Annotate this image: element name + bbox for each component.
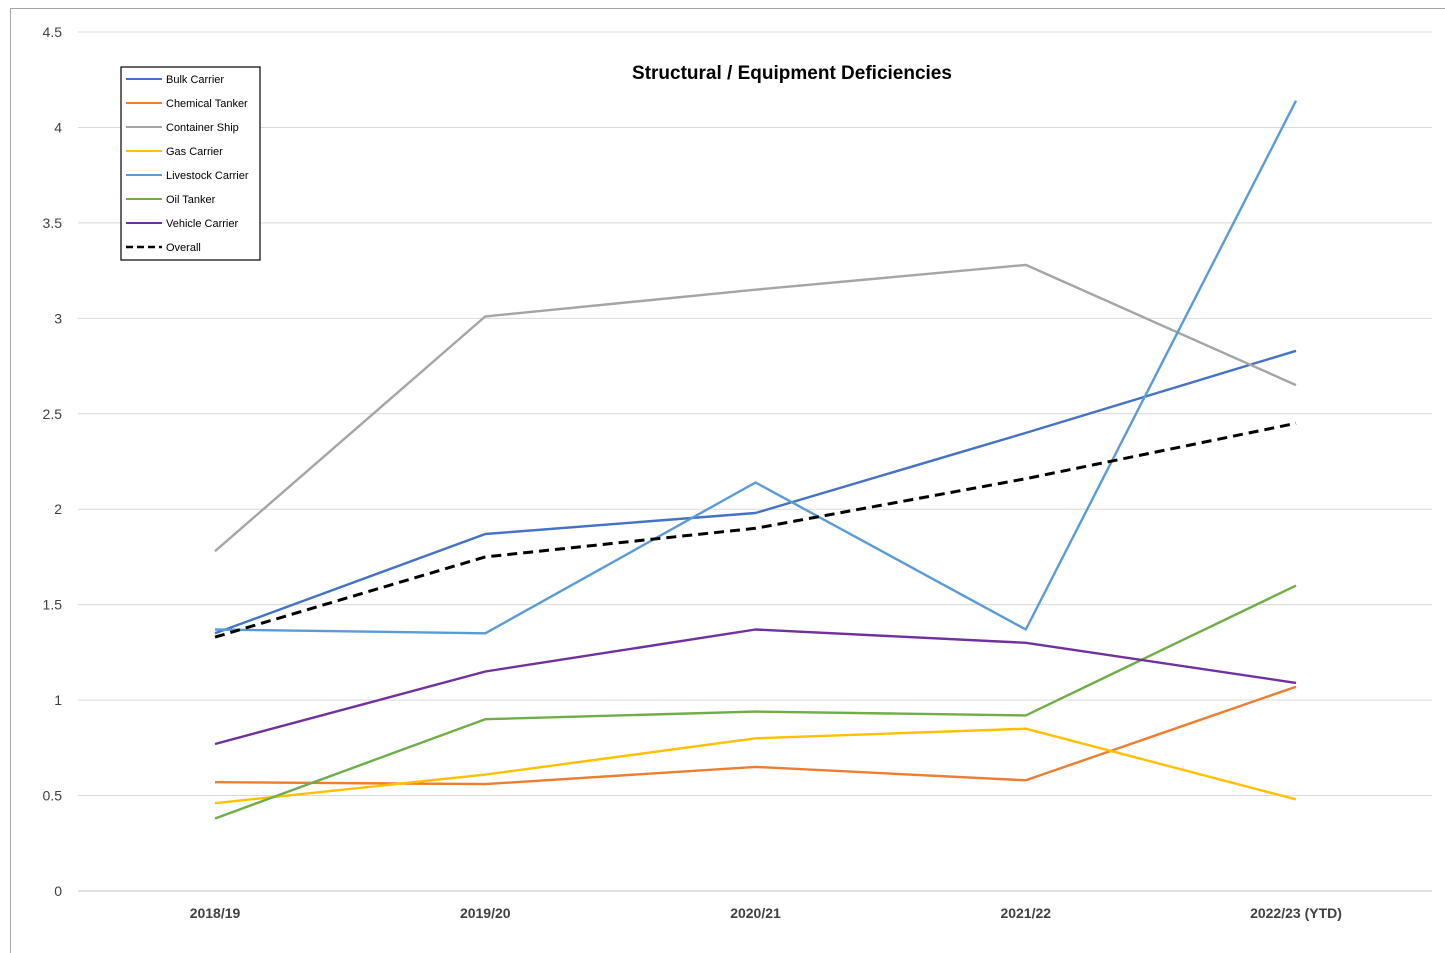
legend-label: Gas Carrier <box>166 146 223 158</box>
legend: Bulk Carrier Chemical Tanker Container Shi… <box>120 66 261 261</box>
x-axis-ticks: 2018/19 2019/20 2020/21 2021/22 2022/23 (YTD… <box>190 905 1342 921</box>
legend-label: Livestock Carrier <box>166 170 249 182</box>
series-line <box>214 100 1298 635</box>
y-tick-label: 2 <box>54 501 62 517</box>
legend-label: Overall <box>166 242 201 254</box>
chart-title: Structural / Equipment Deficiencies <box>632 63 952 84</box>
series-line <box>214 349 1297 635</box>
series-line <box>214 584 1297 820</box>
legend-label: Vehicle Carrier <box>166 218 238 230</box>
y-tick-label: 1 <box>54 692 62 708</box>
y-tick-label: 0.5 <box>43 788 63 804</box>
y-tick-label: 4.5 <box>43 24 63 40</box>
y-tick-label: 2.5 <box>43 406 63 422</box>
series-line <box>214 727 1297 805</box>
legend-label: Container Ship <box>166 122 239 134</box>
chart-frame <box>10 8 1445 953</box>
series-line <box>214 421 1297 639</box>
y-tick-label: 0 <box>54 883 62 899</box>
y-tick-label: 3.5 <box>43 215 63 231</box>
x-tick-label: 2022/23 (YTD) <box>1250 905 1342 921</box>
legend-box <box>120 66 261 261</box>
y-axis-ticks: 0 0.5 1 1.5 2 2.5 3 3.5 4 4.5 <box>43 24 63 899</box>
gridlines <box>78 31 1432 892</box>
legend-label: Chemical Tanker <box>166 98 248 110</box>
x-tick-label: 2019/20 <box>460 905 511 921</box>
y-tick-label: 1.5 <box>43 597 63 613</box>
x-tick-label: 2018/19 <box>190 905 241 921</box>
y-tick-label: 3 <box>54 310 62 326</box>
x-tick-label: 2021/22 <box>1000 905 1051 921</box>
legend-label: Bulk Carrier <box>166 74 224 86</box>
y-tick-label: 4 <box>54 119 62 135</box>
series-line <box>214 628 1297 746</box>
legend-label: Oil Tanker <box>166 194 216 206</box>
series-lines <box>214 100 1298 820</box>
x-tick-label: 2020/21 <box>730 905 781 921</box>
series-line <box>214 263 1297 553</box>
